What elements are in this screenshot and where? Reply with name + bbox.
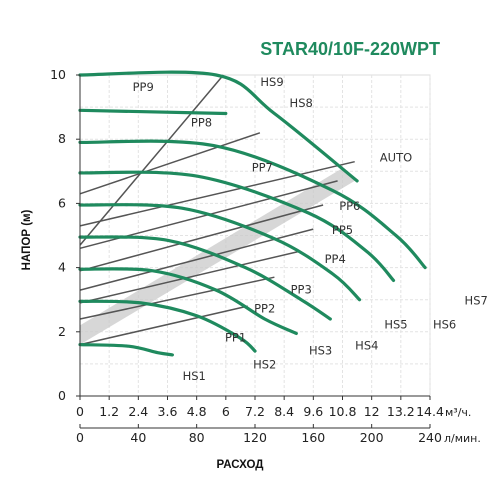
x-tick-label: 6 [222, 404, 230, 419]
x2-tick-label: 240 [418, 430, 442, 445]
line-pp7 [79, 160, 355, 227]
x-tick-label: 13.2 [387, 404, 415, 419]
label-hs2: HS2 [253, 358, 276, 372]
x-axis-label: РАСХОД [217, 459, 264, 471]
curve-hs2 [78, 299, 257, 353]
curve-labels: HS9 HS8 PP9 PP8 PP7 AUTO PP6 PP5 PP4 PP3 PP2 PP1 HS7… [133, 75, 488, 383]
x-tick-label: 14.4 [416, 404, 444, 419]
x-tick-label: 2.4 [128, 404, 148, 419]
x-axis-unit: м³/ч. [445, 406, 471, 419]
curve-hs6 [78, 170, 396, 282]
x-tick-label: 9.6 [303, 404, 323, 419]
hs-curves-layer [78, 70, 427, 357]
x2-tick-label: 120 [243, 430, 267, 445]
curve-hs5 [78, 203, 362, 302]
x2-tick-label: 0 [76, 430, 84, 445]
curve-hs4 [78, 235, 332, 321]
label-pp3: PP3 [291, 282, 312, 296]
x-tick-label: 1.2 [99, 404, 119, 419]
y-tick-label: 0 [58, 388, 66, 403]
label-pp8: PP8 [191, 115, 212, 129]
label-pp5: PP5 [332, 223, 353, 237]
x-tick-label: 12 [364, 404, 380, 419]
axes: 0 1.2 2.4 3.6 4.8 6 7.2 8.4 9.6 10.8 12 13.2 14.40 40… [50, 67, 444, 445]
y-tick-label: 8 [58, 131, 66, 146]
y-axis-label: НАПОР (м) [21, 209, 33, 270]
y-tick-label: 4 [58, 260, 66, 275]
label-pp2: PP2 [254, 302, 275, 316]
label-pp6: PP6 [339, 199, 360, 213]
label-pp4: PP4 [325, 252, 346, 266]
label-hs6: HS6 [433, 318, 456, 332]
label-hs1: HS1 [183, 369, 206, 383]
label-hs8: HS8 [290, 96, 313, 110]
line-pp5 [79, 204, 324, 272]
label-hs5: HS5 [384, 318, 407, 332]
label-pp1: PP1 [225, 330, 246, 344]
x-tick-label: 8.4 [274, 404, 294, 419]
x2-tick-label: 160 [301, 430, 325, 445]
line-pp2 [79, 276, 275, 320]
label-pp7: PP7 [252, 160, 273, 174]
label-hs7: HS7 [465, 294, 488, 308]
label-auto: AUTO [380, 151, 412, 165]
y-tick-label: 6 [58, 195, 66, 210]
curve-hs7 [78, 139, 427, 270]
label-hs4: HS4 [355, 338, 378, 352]
chart-title: STAR40/10F-220WPT [260, 39, 440, 59]
line-pp3 [79, 250, 299, 304]
y-tick-label: 2 [58, 324, 66, 339]
curve-hs8 [78, 108, 228, 116]
y-tick-label: 10 [50, 67, 66, 82]
x-tick-label: 3.6 [158, 404, 178, 419]
curve-hs9 [78, 70, 359, 183]
x2-tick-label: 80 [189, 430, 205, 445]
curve-hs1 [78, 343, 174, 357]
pp-lines-layer [79, 74, 355, 346]
label-hs3: HS3 [309, 343, 332, 357]
label-pp9: PP9 [133, 80, 154, 94]
line-pp1 [79, 305, 248, 346]
curve-hs3 [78, 267, 298, 335]
x2-axis-unit: л/мин. [444, 432, 481, 445]
label-hs9: HS9 [260, 75, 283, 89]
x-tick-label: 10.8 [329, 404, 357, 419]
x2-tick-label: 200 [360, 430, 384, 445]
line-pp8 [79, 132, 261, 195]
x2-tick-label: 40 [130, 430, 146, 445]
x-tick-label: 7.2 [245, 404, 265, 419]
x-tick-label: 0 [76, 404, 84, 419]
line-pp9 [79, 74, 224, 246]
x-tick-label: 4.8 [187, 404, 207, 419]
